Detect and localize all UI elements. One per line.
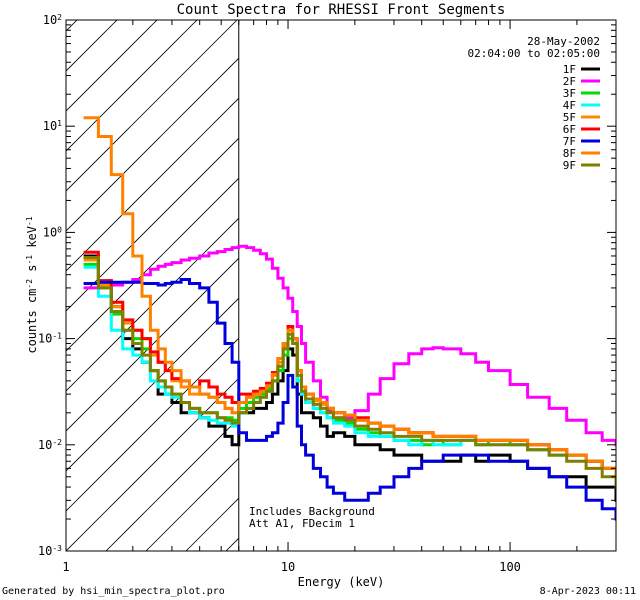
series-line-2f — [83, 244, 616, 447]
y-tick-label: 102 — [43, 13, 62, 28]
legend-label-2f: 2F — [563, 75, 576, 88]
hatched-region — [66, 20, 239, 551]
series-line-9f — [83, 256, 616, 489]
legend-label-6f: 6F — [563, 123, 576, 136]
background-note: Includes Background — [249, 505, 375, 518]
legend-label-8f: 8F — [563, 147, 576, 160]
y-axis-label: counts cm-2 s-1 keV-1 — [25, 216, 40, 353]
series-line-8f — [83, 116, 616, 479]
time-range-annotation: 02:04:00 to 02:05:00 — [468, 47, 600, 60]
chart-title: Count Spectra for RHESSI Front Segments — [177, 2, 506, 18]
timestamp-footer: 8-Apr-2023 00:11 — [540, 586, 636, 597]
x-tick-label: 1 — [62, 560, 69, 574]
x-tick-label: 10 — [281, 560, 295, 574]
y-tick-label: 10-1 — [38, 331, 62, 346]
legend-label-4f: 4F — [563, 99, 576, 112]
x-tick-label: 100 — [499, 560, 521, 574]
series-line-7f — [83, 278, 616, 521]
y-tick-label: 100 — [43, 225, 62, 240]
legend-label-5f: 5F — [563, 111, 576, 124]
legend-label-7f: 7F — [563, 135, 576, 148]
legend-label-3f: 3F — [563, 87, 576, 100]
date-annotation: 28-May-2002 — [527, 35, 600, 48]
y-tick-label: 101 — [43, 119, 62, 134]
legend-label-9f: 9F — [563, 159, 576, 172]
y-tick-label: 10-3 — [38, 544, 62, 559]
legend-label-1f: 1F — [563, 63, 576, 76]
x-axis-label: Energy (keV) — [298, 575, 385, 589]
y-tick-label: 10-2 — [38, 437, 62, 452]
attenuator-note: Att A1, FDecim 1 — [249, 517, 355, 530]
plot-frame — [65, 19, 617, 552]
generator-footer: Generated by hsi_min_spectra_plot.pro — [2, 586, 225, 597]
